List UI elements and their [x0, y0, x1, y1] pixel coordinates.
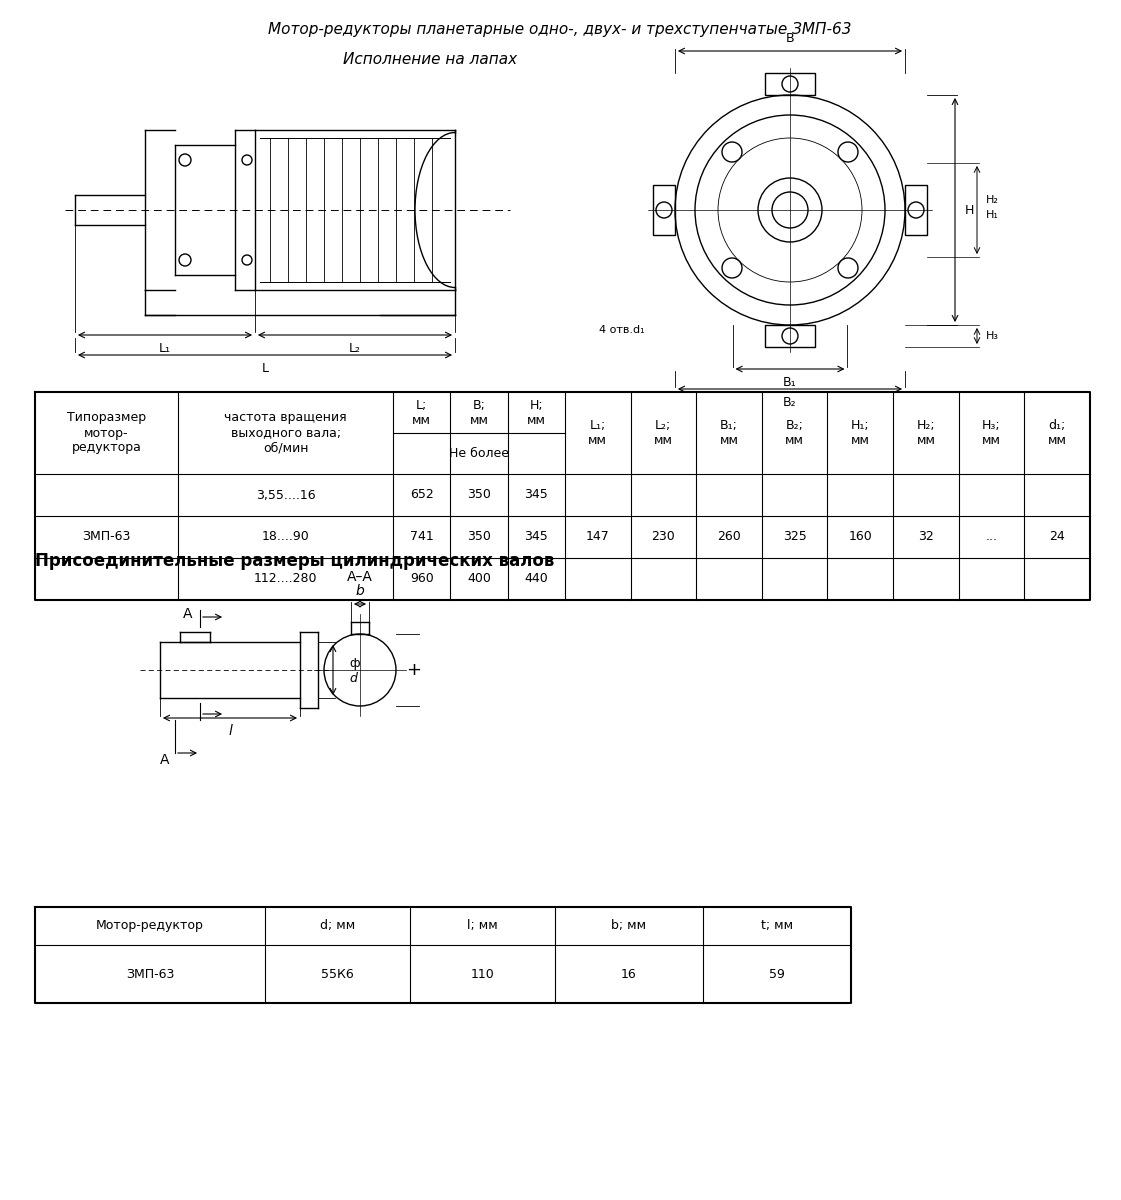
Text: L: L	[261, 361, 269, 374]
Text: 147: 147	[586, 530, 610, 544]
Text: H;
мм: H; мм	[527, 398, 546, 426]
Text: B;
мм: B; мм	[470, 398, 489, 426]
Text: 230: 230	[651, 530, 675, 544]
Text: d₁;
мм: d₁; мм	[1048, 419, 1067, 446]
Text: B₂: B₂	[784, 396, 797, 408]
Text: l; мм: l; мм	[467, 919, 498, 932]
Text: 110: 110	[471, 967, 494, 980]
Text: A: A	[160, 754, 169, 767]
Text: 3,55....16: 3,55....16	[256, 488, 315, 502]
Text: A: A	[183, 607, 192, 622]
Text: 345: 345	[525, 488, 548, 502]
Text: L₁;
мм: L₁; мм	[589, 419, 608, 446]
Text: А–А: А–А	[348, 570, 373, 584]
Text: d; мм: d; мм	[319, 919, 355, 932]
Text: b; мм: b; мм	[611, 919, 647, 932]
Text: H₂;
мм: H₂; мм	[916, 419, 935, 446]
Text: 59: 59	[769, 967, 785, 980]
Text: 325: 325	[782, 530, 806, 544]
Text: d: d	[349, 672, 356, 684]
Text: H₃: H₃	[985, 331, 999, 341]
Text: B: B	[786, 31, 795, 44]
Text: B₁: B₁	[784, 376, 797, 389]
Text: 350: 350	[467, 488, 491, 502]
Text: частота вращения
выходного вала;
об/мин: частота вращения выходного вала; об/мин	[224, 412, 346, 455]
Text: H₃;
мм: H₃; мм	[982, 419, 1001, 446]
Text: 160: 160	[849, 530, 872, 544]
Text: L₂: L₂	[349, 342, 361, 354]
Text: 55К6: 55К6	[321, 967, 354, 980]
Text: Исполнение на лапах: Исполнение на лапах	[343, 52, 517, 67]
Text: Мотор-редукторы планетарные одно-, двух- и трехступенчатые ЗМП-63: Мотор-редукторы планетарные одно-, двух-…	[268, 22, 852, 37]
Text: t; мм: t; мм	[761, 919, 793, 932]
Text: 18....90: 18....90	[261, 530, 309, 544]
Text: H₂: H₂	[985, 194, 999, 205]
Text: l: l	[228, 724, 232, 738]
Text: B₁;
мм: B₁; мм	[720, 419, 739, 446]
Text: 16: 16	[621, 967, 637, 980]
Text: H: H	[964, 204, 974, 216]
Text: Не более: Не более	[448, 446, 509, 460]
Text: 400: 400	[467, 572, 491, 586]
Text: 652: 652	[410, 488, 434, 502]
Text: H₁: H₁	[985, 210, 999, 220]
Text: +: +	[406, 661, 421, 679]
Text: H₁;
мм: H₁; мм	[851, 419, 870, 446]
Text: 741: 741	[410, 530, 434, 544]
Text: b: b	[355, 584, 364, 598]
Text: 4 отв.d₁: 4 отв.d₁	[600, 325, 645, 335]
Text: L;
мм: L; мм	[413, 398, 432, 426]
Text: Мотор-редуктор: Мотор-редуктор	[96, 919, 204, 932]
Text: ЗМП-63: ЗМП-63	[126, 967, 174, 980]
Text: 960: 960	[410, 572, 434, 586]
Text: B₂;
мм: B₂; мм	[785, 419, 804, 446]
Text: L₂;
мм: L₂; мм	[654, 419, 673, 446]
Text: 32: 32	[918, 530, 934, 544]
Text: Присоединительные размеры цилиндрических валов: Присоединительные размеры цилиндрических…	[35, 552, 555, 570]
Text: 24: 24	[1049, 530, 1065, 544]
Text: 112....280: 112....280	[253, 572, 317, 586]
Text: ЗМП-63: ЗМП-63	[83, 530, 131, 544]
Text: ...: ...	[985, 530, 998, 544]
Text: ф: ф	[350, 658, 360, 671]
Text: 260: 260	[717, 530, 741, 544]
Text: 350: 350	[467, 530, 491, 544]
Text: Типоразмер
мотор-
редуктора: Типоразмер мотор- редуктора	[67, 412, 146, 455]
Text: 440: 440	[525, 572, 548, 586]
Text: 345: 345	[525, 530, 548, 544]
Text: L₁: L₁	[159, 342, 172, 354]
